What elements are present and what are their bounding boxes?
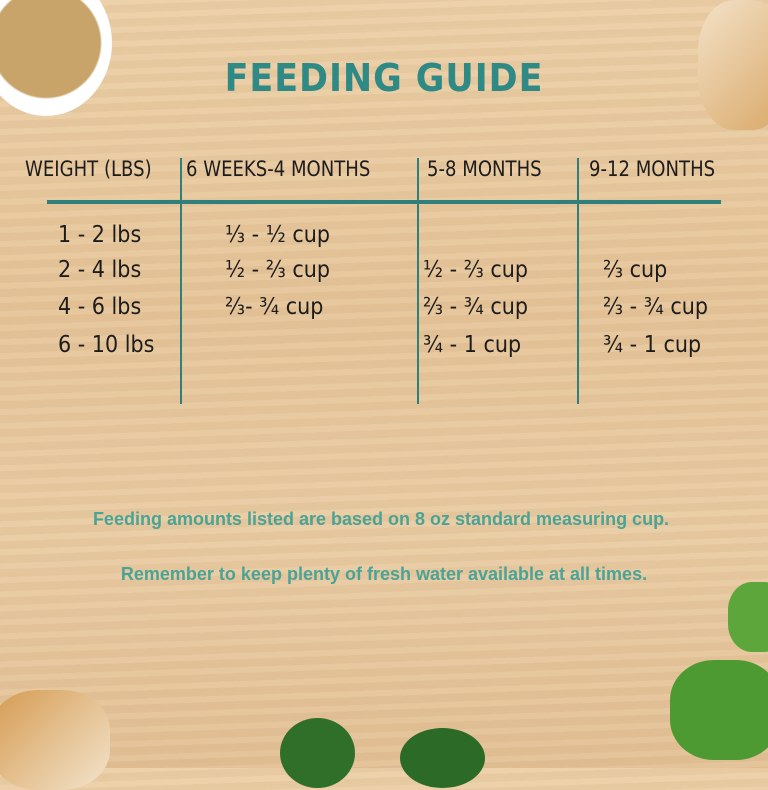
measuring-note: Feeding amounts listed are based on 8 oz… [92,509,670,529]
column-divider [577,158,579,404]
column-divider [180,158,182,404]
table-cell: 1 - 2 lbs [58,222,142,248]
chicken-image [0,690,110,790]
table-cell: ⅔ - ¾ cup [603,294,708,320]
column-header: 9-12 MONTHS [589,157,716,181]
table-cell: ⅔- ¾ cup [225,294,324,320]
peas-image [670,660,768,760]
table-cell: 2 - 4 lbs [58,257,142,283]
table-cell: ¾ - 1 cup [603,332,702,358]
spinach-leaf-image [280,718,355,788]
table-cell: ½ - ⅔ cup [423,257,528,283]
chicken-image [698,0,768,130]
column-header: 5-8 MONTHS [427,157,542,181]
column-header: WEIGHT (LBS) [25,157,152,181]
column-header: 6 WEEKS-4 MONTHS [186,157,371,181]
table-cell: ⅓ - ½ cup [225,222,330,248]
table-cell: ¾ - 1 cup [423,332,522,358]
page-title: FEEDING GUIDE [224,56,544,100]
table-cell: ⅔ cup [603,257,668,283]
spinach-leaf-image [400,728,485,788]
header-divider [47,200,721,204]
table-cell: 4 - 6 lbs [58,294,142,320]
table-cell: ⅔ - ¾ cup [423,294,528,320]
water-note: Remember to keep plenty of fresh water a… [120,564,648,584]
peas-image [728,582,768,652]
column-divider [417,158,419,404]
table-cell: ½ - ⅔ cup [225,257,330,283]
table-cell: 6 - 10 lbs [58,332,155,358]
